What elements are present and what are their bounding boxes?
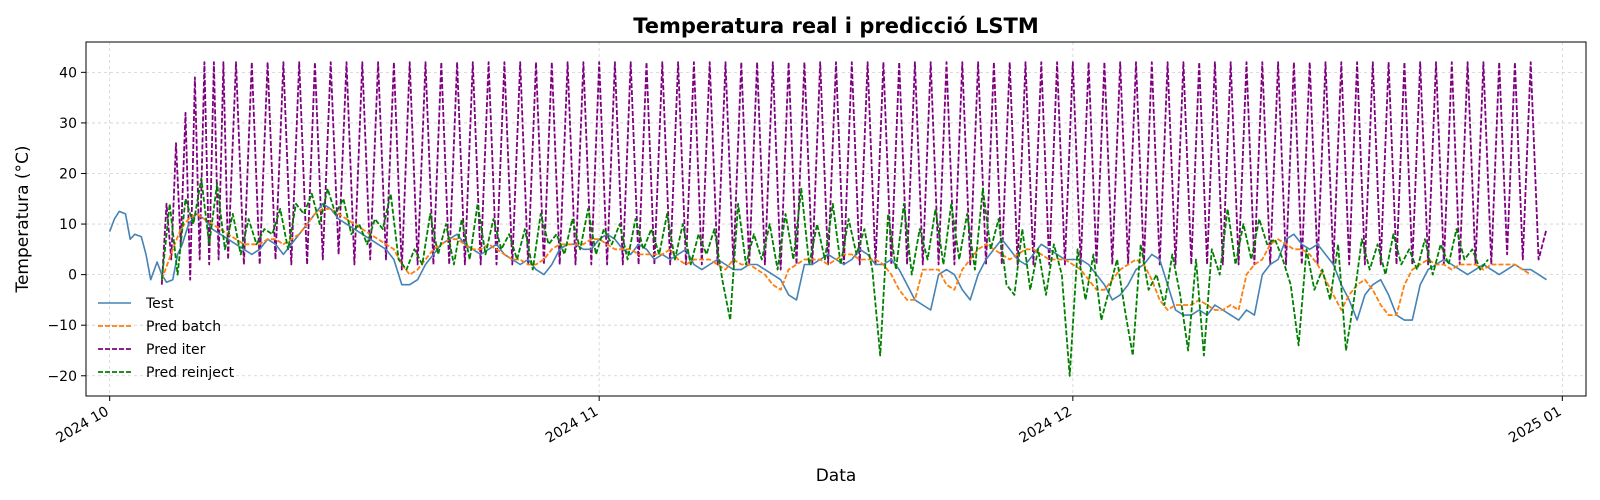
- plot-frame: [85, 41, 1587, 397]
- legend-label: Pred reinject: [146, 365, 235, 381]
- y-tick-label: 40: [59, 65, 77, 81]
- y-tick-label: 20: [59, 166, 77, 182]
- y-tick-label: 0: [68, 268, 77, 284]
- y-tick-label: 10: [59, 217, 77, 233]
- series-line-pred-reinject: [160, 177, 1489, 377]
- x-axis-label: Data: [816, 466, 857, 486]
- legend-label: Pred iter: [146, 342, 206, 358]
- legend-label: Test: [145, 296, 174, 312]
- y-tick-label: −20: [47, 369, 77, 385]
- series-line-pred-batch: [160, 207, 1532, 317]
- y-tick-label: 30: [59, 116, 77, 132]
- legend: Test Pred batch Pred iter Pred reinject: [98, 296, 235, 381]
- chart-title: Temperatura real i predicció LSTM: [633, 14, 1039, 38]
- series-layer: [108, 61, 1548, 377]
- y-tick-label: −10: [47, 318, 77, 334]
- legend-label: Pred batch: [146, 319, 221, 335]
- y-axis-label: Temperatura (°C): [13, 145, 33, 293]
